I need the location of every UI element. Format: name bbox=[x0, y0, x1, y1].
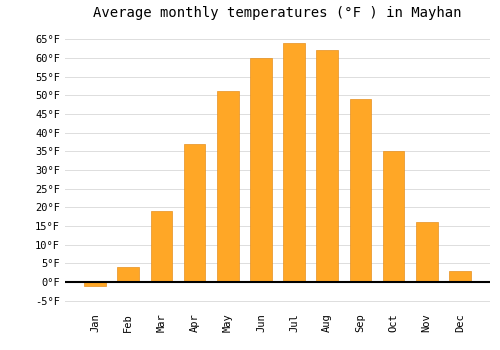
Bar bbox=[350, 99, 371, 282]
Bar bbox=[217, 91, 238, 282]
Bar bbox=[84, 282, 106, 286]
Bar bbox=[184, 144, 206, 282]
Bar bbox=[118, 267, 139, 282]
Bar bbox=[383, 151, 404, 282]
Bar bbox=[150, 211, 172, 282]
Title: Average monthly temperatures (°F ) in Mayhan: Average monthly temperatures (°F ) in Ma… bbox=[93, 6, 462, 20]
Bar bbox=[316, 50, 338, 282]
Bar bbox=[416, 222, 438, 282]
Bar bbox=[250, 58, 272, 282]
Bar bbox=[284, 43, 305, 282]
Bar bbox=[449, 271, 470, 282]
